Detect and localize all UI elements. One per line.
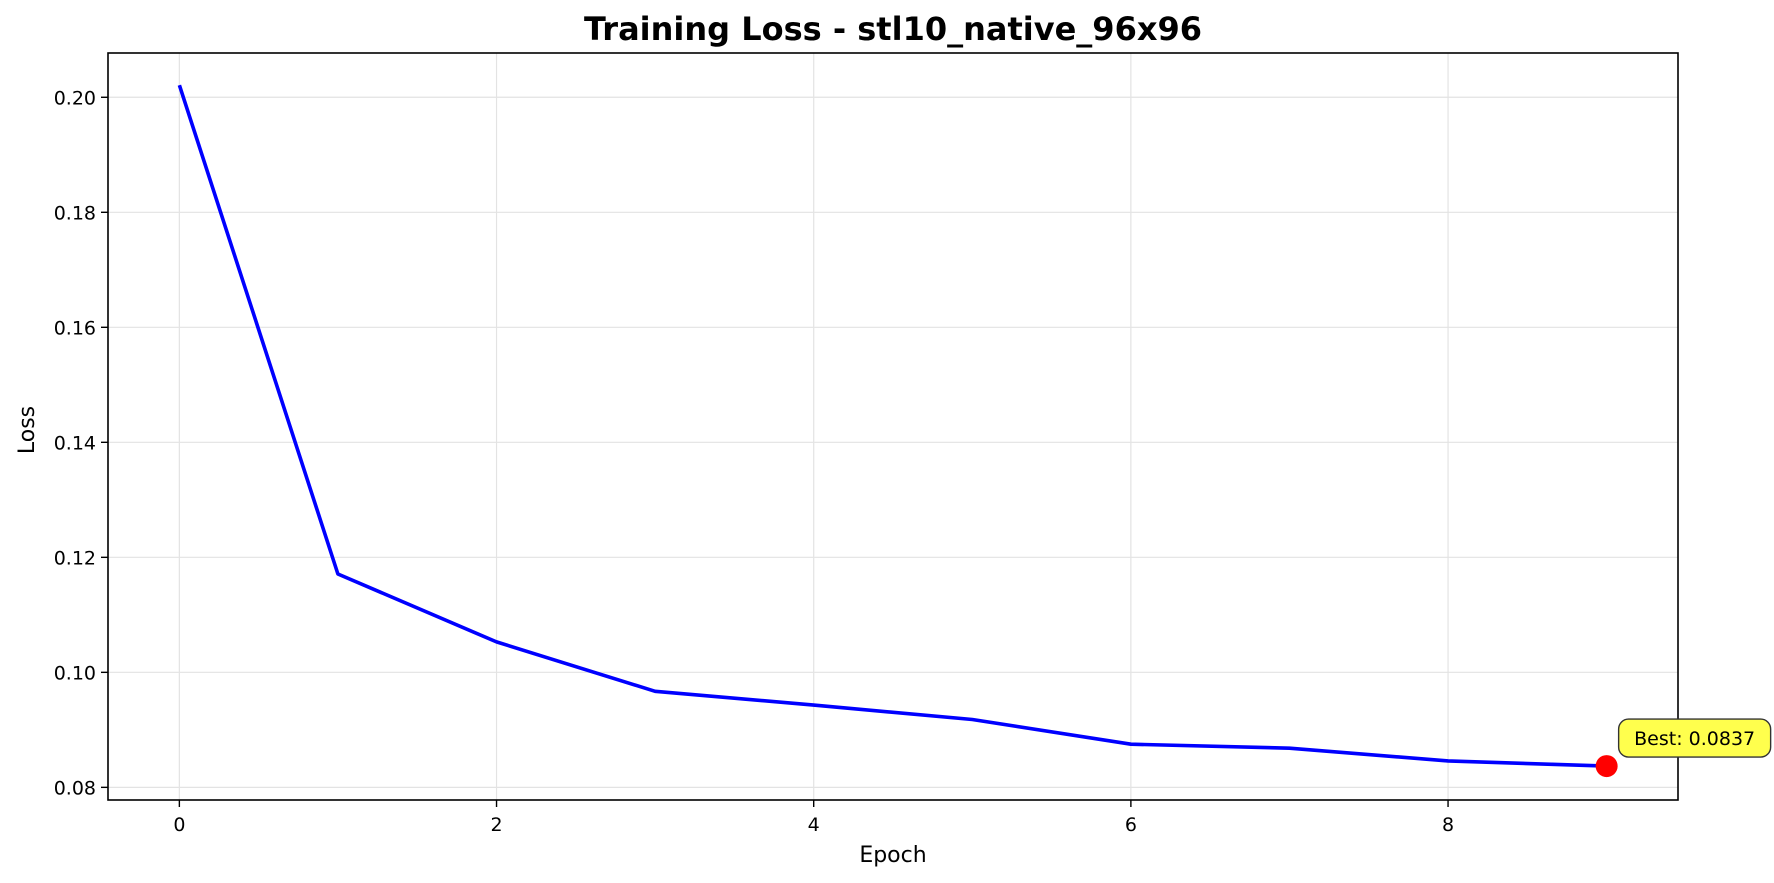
y-tick-label: 0.10 <box>54 662 96 684</box>
best-point-marker <box>1595 755 1618 778</box>
plot-frame <box>107 52 1679 801</box>
x-tick-label: 2 <box>490 814 502 836</box>
y-tick-label: 0.08 <box>54 777 96 799</box>
grid <box>108 53 1678 800</box>
best-label-box <box>1617 718 1772 758</box>
best-annotation: Best: 0.0837 <box>1595 718 1772 778</box>
x-tick-label: 6 <box>1125 814 1137 836</box>
best-label-text: Best: 0.0837 <box>1634 728 1755 750</box>
axis-ticks: 0 2 4 6 8 0.08 0.10 0.12 0.14 0.16 0.18 0.20 <box>54 87 1454 836</box>
y-axis-label: Loss <box>15 406 40 454</box>
x-tick-label: 0 <box>173 814 185 836</box>
y-tick-label: 0.14 <box>54 432 96 454</box>
loss-series-line <box>177 84 1607 768</box>
x-tick-label: 4 <box>808 814 820 836</box>
chart-title: Training Loss - stl10_native_96x96 <box>584 10 1202 48</box>
y-tick-label: 0.16 <box>54 317 96 339</box>
plot-area <box>177 84 1607 768</box>
x-axis-label: Epoch <box>859 843 926 868</box>
y-tick-label: 0.12 <box>54 547 96 569</box>
x-tick-label: 8 <box>1442 814 1454 836</box>
y-tick-label: 0.18 <box>54 202 96 224</box>
y-tick-label: 0.20 <box>54 87 96 109</box>
